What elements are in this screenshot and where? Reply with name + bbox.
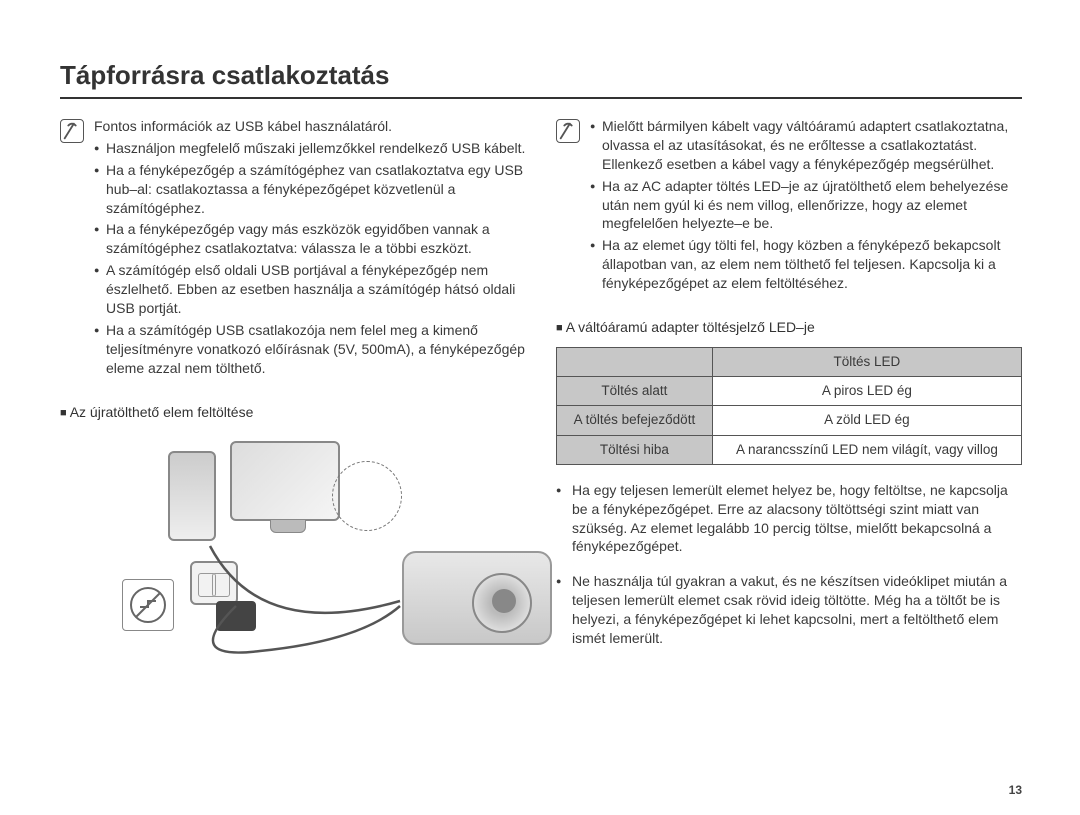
- usb-info-intro: Fontos információk az USB kábel használa…: [94, 117, 526, 136]
- recharge-subhead: Az újratölthető elem feltöltése: [60, 403, 526, 422]
- usage-note-item: Ha egy teljesen lemerült elemet helyez b…: [568, 481, 1022, 557]
- ac-adapter-icon: [216, 601, 256, 631]
- bullet-item: Mielőtt bármilyen kábelt vagy váltóáramú…: [590, 117, 1022, 174]
- table-cell: A narancsszínű LED nem világít, vagy vil…: [712, 435, 1021, 464]
- bullet-item: Ha a fényképezőgép a számítógéphez van c…: [94, 161, 526, 218]
- bullet-item: Használjon megfelelő műszaki jellemzőkke…: [94, 139, 526, 158]
- led-status-table: Töltés LED Töltés alatt A piros LED ég A…: [556, 347, 1022, 465]
- usb-info-note: Fontos információk az USB kábel használa…: [60, 117, 526, 381]
- bullet-item: Ha az elemet úgy tölti fel, hogy közben …: [590, 236, 1022, 293]
- table-row: Töltés alatt A piros LED ég: [557, 377, 1022, 406]
- table-header-cell: Töltés LED: [712, 347, 1021, 376]
- bullet-item: Ha a számítógép USB csatlakozója nem fel…: [94, 321, 526, 378]
- table-cell: Töltési hiba: [557, 435, 713, 464]
- bullet-item: Ha az AC adapter töltés LED–je az újratö…: [590, 177, 1022, 234]
- left-column: Fontos információk az USB kábel használa…: [60, 117, 526, 666]
- table-cell: A töltés befejeződött: [557, 406, 713, 435]
- table-cell: A piros LED ég: [712, 377, 1021, 406]
- page-number: 13: [1009, 783, 1022, 797]
- bullet-item: Ha a fényképezőgép vagy más eszközök egy…: [94, 220, 526, 258]
- usage-notes: Ha egy teljesen lemerült elemet helyez b…: [556, 481, 1022, 648]
- safety-note: Mielőtt bármilyen kábelt vagy váltóáramú…: [556, 117, 1022, 296]
- table-header-row: Töltés LED: [557, 347, 1022, 376]
- wall-outlet-icon: [190, 561, 238, 605]
- pc-tower-icon: [168, 451, 216, 541]
- usb-connection-callout-icon: [332, 461, 402, 531]
- note-icon: [556, 119, 580, 143]
- table-cell: Töltés alatt: [557, 377, 713, 406]
- usage-note-item: Ne használja túl gyakran a vakut, és ne …: [568, 572, 1022, 648]
- page-title: Tápforrásra csatlakoztatás: [60, 60, 1022, 99]
- led-table-caption: A váltóáramú adapter töltésjelző LED–je: [556, 318, 1022, 337]
- table-cell: A zöld LED ég: [712, 406, 1021, 435]
- monitor-icon: [230, 441, 340, 521]
- do-not-unplug-warning-icon: [122, 579, 174, 631]
- right-column: Mielőtt bármilyen kábelt vagy váltóáramú…: [556, 117, 1022, 666]
- two-column-layout: Fontos információk az USB kábel használa…: [60, 117, 1022, 666]
- note-icon: [60, 119, 84, 143]
- table-row: Töltési hiba A narancsszínű LED nem vilá…: [557, 435, 1022, 464]
- bullet-item: A számítógép első oldali USB portjával a…: [94, 261, 526, 318]
- camera-icon: [402, 551, 552, 645]
- charging-illustration: [60, 431, 520, 666]
- usb-info-bullets: Használjon megfelelő műszaki jellemzőkke…: [94, 139, 526, 378]
- table-header-cell: [557, 347, 713, 376]
- table-row: A töltés befejeződött A zöld LED ég: [557, 406, 1022, 435]
- safety-bullets: Mielőtt bármilyen kábelt vagy váltóáramú…: [590, 117, 1022, 293]
